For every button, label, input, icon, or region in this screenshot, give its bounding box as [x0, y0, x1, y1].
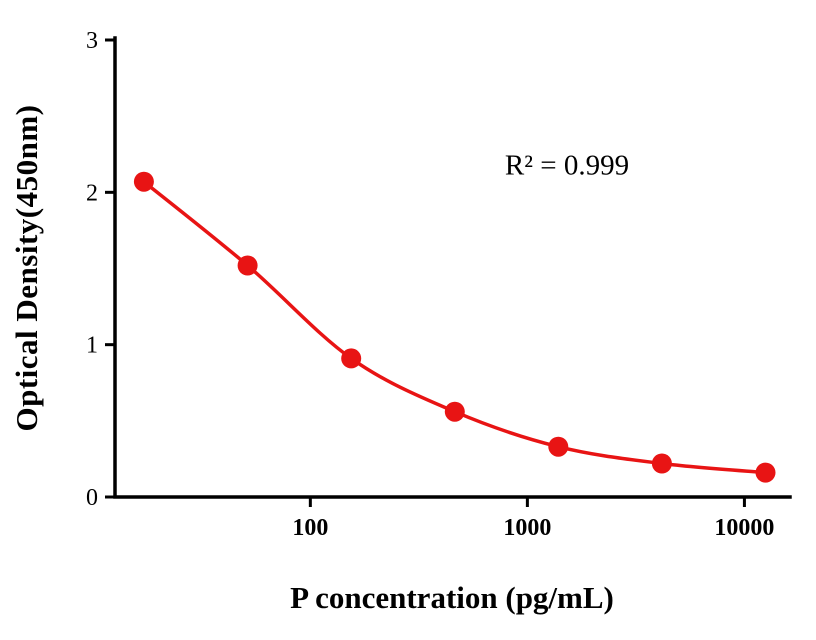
- y-tick-label: 2: [86, 180, 98, 206]
- y-tick-label: 1: [86, 333, 98, 359]
- r-squared-annotation: R² = 0.999: [504, 149, 630, 182]
- y-tick-label: 3: [86, 28, 98, 54]
- x-tick-label: 100: [292, 515, 328, 541]
- data-point: [133, 171, 154, 192]
- data-point: [237, 255, 258, 276]
- data-point: [341, 348, 362, 369]
- y-axis-title: Optical Density(450nm): [9, 104, 44, 432]
- standard-curve-line: [142, 179, 768, 475]
- x-tick-label: 1000: [503, 515, 551, 541]
- data-point: [755, 462, 776, 483]
- x-tick-label: 10000: [714, 515, 774, 541]
- x-axis-title: P concentration (pg/mL): [290, 580, 614, 615]
- y-tick-label: 0: [86, 485, 98, 511]
- data-point: [444, 401, 465, 422]
- data-point: [548, 436, 569, 457]
- plot-axes: [113, 36, 792, 499]
- data-point: [651, 453, 672, 474]
